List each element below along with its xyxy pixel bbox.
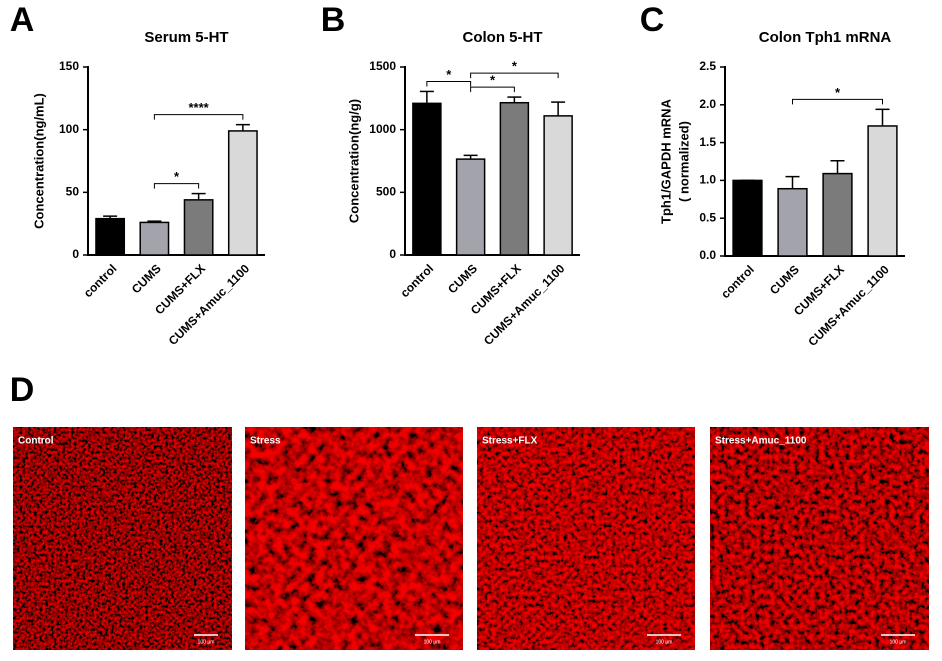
x-tick-label: control	[81, 261, 120, 300]
significance-label: ****	[189, 100, 210, 115]
significance-label: *	[835, 85, 841, 100]
bar	[822, 172, 853, 257]
y-tick-label: 0.5	[699, 210, 716, 224]
y-tick-label: 100	[59, 122, 79, 136]
micrograph	[710, 427, 929, 650]
y-axis-label: Concentration(ng/mL)	[31, 93, 46, 229]
significance-bracket	[470, 72, 559, 79]
micrograph	[477, 427, 695, 650]
bar	[499, 101, 530, 256]
y-tick-label: 0	[72, 247, 79, 261]
y-tick-label: 1.0	[699, 173, 716, 187]
significance-label: *	[490, 73, 496, 88]
panel-letter: D	[10, 371, 35, 409]
micrograph	[13, 427, 232, 650]
scale-label: 100 μm	[890, 639, 907, 645]
bar	[95, 217, 126, 256]
x-tick-label: CUMS+Amuc_1100	[805, 262, 892, 349]
error-bar	[103, 215, 118, 219]
error-bar	[830, 159, 845, 174]
y-tick-label: 1.5	[699, 135, 716, 149]
chart-title: Serum 5-HT	[144, 29, 228, 46]
micrograph-label: Stress+FLX	[482, 436, 538, 447]
chart-title: Colon Tph1 mRNA	[759, 29, 892, 46]
bar	[455, 158, 486, 256]
y-axis-label: Tph1/GAPDH mRNA	[658, 98, 673, 224]
significance-label: *	[512, 59, 518, 74]
bar	[183, 199, 214, 256]
error-bar	[507, 96, 522, 103]
y-axis-label: Concentration(ng/g)	[346, 99, 361, 223]
significance-label: *	[174, 169, 180, 184]
y-axis-label: ( normalized)	[676, 121, 691, 202]
bar	[543, 115, 573, 256]
y-tick-label: 0.0	[699, 248, 716, 262]
y-tick-label: 150	[59, 59, 79, 73]
error-bar	[147, 220, 162, 223]
scale-label: 100 μm	[424, 639, 441, 645]
x-tick-label: CUMS	[129, 261, 164, 296]
error-bar	[463, 154, 478, 160]
micrograph-label: Stress	[250, 436, 281, 447]
error-bar	[551, 101, 566, 116]
error-bar	[419, 90, 434, 104]
bar	[732, 179, 763, 257]
significance-bracket	[470, 86, 515, 93]
micrograph-label: Stress+Amuc_1100	[715, 436, 807, 447]
y-tick-label: 1500	[369, 59, 396, 73]
bar	[867, 125, 898, 257]
x-tick-label: control	[398, 261, 437, 300]
micrograph	[245, 427, 463, 650]
scale-label: 100 μm	[656, 639, 673, 645]
x-tick-label: CUMS	[445, 261, 480, 296]
error-bar	[235, 123, 250, 131]
panel-letter: C	[640, 1, 665, 39]
panel-letter: B	[321, 1, 346, 39]
significance-bracket	[153, 114, 244, 120]
error-bar	[875, 108, 890, 126]
bar	[227, 130, 258, 256]
y-tick-label: 1000	[369, 122, 396, 136]
bar	[412, 102, 442, 256]
x-tick-label: CUMS+Amuc_1100	[166, 261, 253, 348]
y-tick-label: 2.0	[699, 97, 716, 111]
y-tick-label: 500	[376, 185, 396, 199]
bar	[777, 187, 808, 257]
significance-bracket	[426, 80, 472, 87]
chart-title: Colon 5-HT	[463, 29, 543, 46]
micrograph-label: Control	[18, 436, 54, 447]
significance-bracket	[153, 183, 200, 189]
x-tick-label: CUMS+Amuc_1100	[481, 261, 568, 348]
bar	[139, 221, 170, 256]
y-tick-label: 50	[66, 185, 80, 199]
x-tick-label: control	[718, 262, 757, 301]
significance-bracket	[792, 98, 883, 105]
significance-label: *	[446, 67, 452, 82]
y-tick-label: 0	[389, 247, 396, 261]
x-tick-label: CUMS	[767, 262, 802, 297]
scale-label: 100 μm	[198, 639, 215, 645]
error-bar	[785, 175, 800, 189]
y-tick-label: 2.5	[699, 59, 716, 73]
error-bar	[191, 192, 206, 200]
panel-letter: A	[10, 1, 35, 39]
